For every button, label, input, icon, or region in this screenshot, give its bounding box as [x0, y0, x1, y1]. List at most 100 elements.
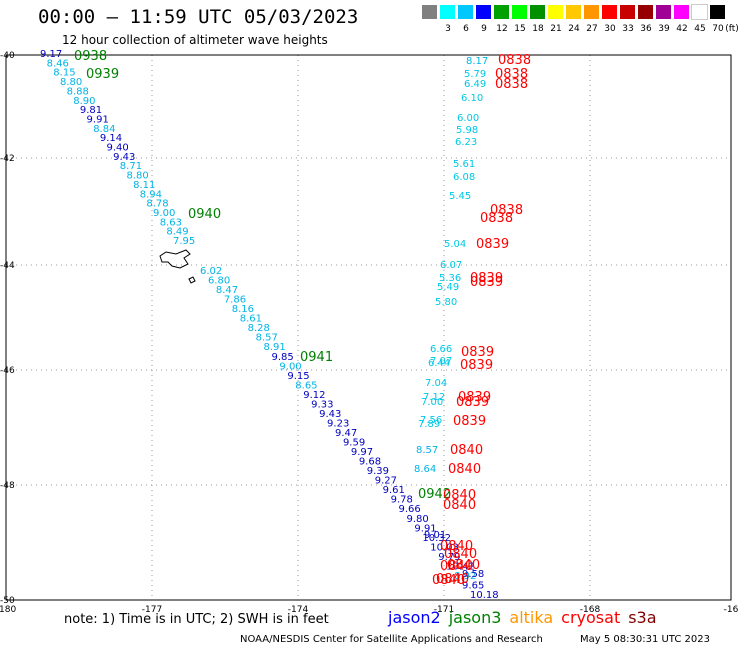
- scale-label: 27: [586, 24, 598, 34]
- swh-value: 6.23: [455, 137, 477, 148]
- lon-tick-label: -177: [142, 605, 162, 615]
- scale-label: 12: [496, 24, 508, 34]
- scale-label: 9: [481, 24, 487, 34]
- pass-time-label: 0839: [476, 237, 509, 252]
- mission-s3a: s3a: [628, 608, 657, 627]
- swh-value: 8.57: [416, 445, 438, 456]
- credit-line: NOAA/NESDIS Center for Satellite Applica…: [240, 634, 543, 645]
- swh-value: 9.00: [279, 361, 301, 372]
- swh-value: 8.46: [47, 58, 69, 69]
- swh-value: 8.80: [60, 77, 82, 88]
- lon-tick-label: -174: [288, 605, 309, 615]
- lat-tick-label: -46: [0, 366, 15, 376]
- mission-cryosat: cryosat: [561, 608, 621, 627]
- map-subtitle: 12 hour collection of altimeter wave hei…: [62, 33, 328, 47]
- swh-value: 5.80: [435, 297, 457, 308]
- swh-value: 5.98: [456, 125, 478, 136]
- swh-value: 8.15: [53, 68, 75, 79]
- scale-swatch: [656, 5, 671, 19]
- swh-value: 8.78: [146, 199, 168, 210]
- swh-value: 7.89: [418, 419, 440, 430]
- scale-label: 42: [676, 24, 688, 34]
- swh-value: 8.91: [264, 342, 286, 353]
- swh-value: 9.80: [406, 514, 428, 525]
- swh-value: 9.40: [107, 143, 129, 154]
- pass-time-label: 0839: [470, 271, 503, 286]
- scale-swatch: [512, 5, 527, 19]
- scale-swatch: [530, 5, 545, 19]
- swh-value: 7.04: [425, 378, 447, 389]
- scale-swatch: [620, 5, 635, 19]
- scale-label: 45: [694, 24, 706, 34]
- pass-time-label: 0839: [470, 275, 503, 290]
- swh-value: 9.81: [80, 105, 102, 116]
- swh-value: 7.56: [420, 415, 442, 426]
- scale-swatch: [710, 5, 725, 19]
- swh-value: 6.08: [453, 172, 475, 183]
- pass-time-label: 0839: [453, 414, 486, 429]
- swh-value: 9.15: [287, 371, 309, 382]
- pass-time-label: 0838: [498, 53, 531, 68]
- footer-note: note: 1) Time is in UTC; 2) SWH is in fe…: [64, 612, 329, 627]
- mission-jason3: jason3: [448, 608, 502, 627]
- pass-time-label: 0840: [448, 462, 481, 477]
- scale-label: 6: [463, 24, 469, 34]
- pass-time-label: 0840: [443, 498, 476, 513]
- pass-time-label: 0839: [456, 395, 489, 410]
- scale-swatch: [566, 5, 581, 19]
- new-zealand-chatham-islands: [159, 249, 196, 284]
- swh-value: 9.97: [351, 447, 373, 458]
- mission-jason2: jason2: [388, 608, 441, 627]
- swh-value: 10.42: [446, 561, 475, 572]
- scale-label: 33: [622, 24, 634, 34]
- swh-value: 5.79: [464, 69, 486, 80]
- swh-value: 8.49: [166, 227, 188, 238]
- swh-value: 7.00: [421, 397, 443, 408]
- map-frame: [5, 54, 732, 601]
- swh-value: 8.47: [216, 285, 238, 296]
- swh-value: 8.71: [120, 161, 142, 172]
- swh-value: 9.12: [303, 390, 325, 401]
- swh-value: 8.80: [126, 171, 148, 182]
- lon-tick-label: -168: [580, 605, 601, 615]
- pass-time-label: 0939: [86, 67, 119, 82]
- lat-tick-label: -44: [0, 261, 15, 271]
- pass-time-label: 0840: [450, 443, 483, 458]
- swh-value: 9.27: [375, 476, 397, 487]
- scale-unit: (ft): [725, 24, 739, 34]
- swh-value: 8.90: [73, 96, 95, 107]
- pass-time-label: 0938: [74, 49, 107, 64]
- swh-value: 9.43: [319, 409, 341, 420]
- swh-value: 7.07: [430, 356, 452, 367]
- pass-time-label: 0941: [300, 350, 333, 365]
- generation-timestamp: May 5 08:30:31 UTC 2023: [580, 634, 710, 645]
- swh-value: 6.00: [457, 113, 479, 124]
- swh-value: 9.58: [462, 569, 484, 580]
- swh-value: 8.57: [256, 333, 278, 344]
- swh-value: 6.66: [430, 344, 452, 355]
- scale-swatch: [691, 4, 708, 20]
- pass-time-label: 0942: [418, 487, 451, 502]
- swh-value: 5.04: [444, 239, 466, 250]
- altimeter-tracks: 9.178.468.158.808.888.909.819.918.849.14…: [40, 49, 531, 601]
- pass-time-label: 0839: [461, 345, 494, 360]
- scale-label: 36: [640, 24, 652, 34]
- swh-value: 8.11: [133, 180, 155, 191]
- scale-swatch: [422, 5, 437, 19]
- swh-value: 8.94: [140, 189, 162, 200]
- swh-value: 7.86: [224, 295, 246, 306]
- pass-time-label: 0840: [440, 539, 473, 554]
- swh-value: 9.65: [462, 580, 484, 591]
- scale-swatch: [548, 5, 563, 19]
- swh-value: 6.80: [208, 276, 230, 287]
- swh-value: 8.88: [67, 86, 89, 97]
- swh-value: 5.36: [439, 273, 461, 284]
- scale-label: 3: [445, 24, 451, 34]
- pass-time-label: 0840: [444, 547, 477, 562]
- pass-time-label: 0838: [495, 77, 528, 92]
- pass-time-label: 0839: [458, 390, 491, 405]
- pass-time-label: 0840: [440, 559, 473, 574]
- swh-value: 9.01: [424, 530, 446, 541]
- lon-tick-label: -16: [724, 605, 739, 615]
- map-grid: [6, 55, 731, 600]
